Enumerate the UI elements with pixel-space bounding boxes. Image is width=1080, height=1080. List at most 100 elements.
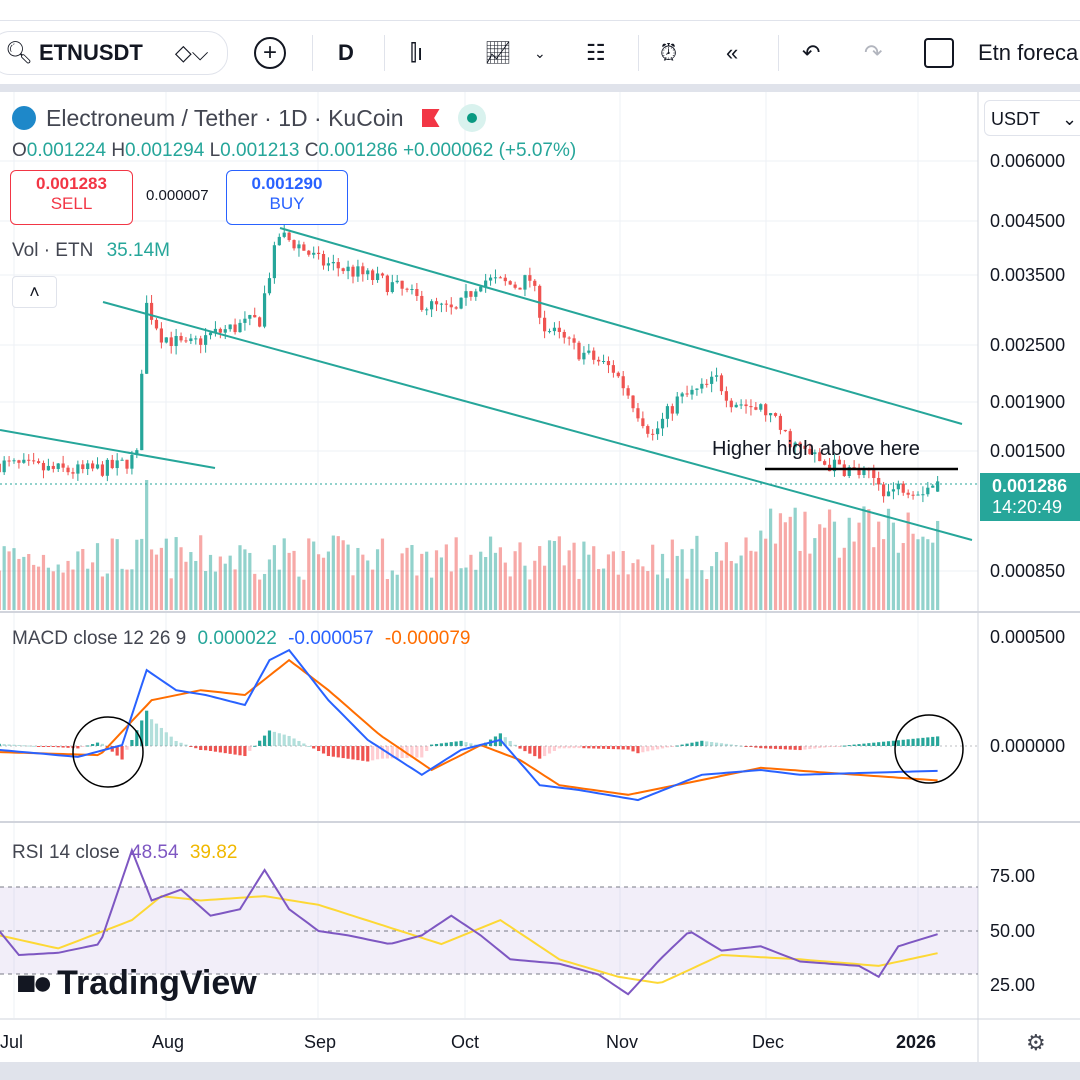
macd-histogram-bar <box>798 746 802 751</box>
candle-body <box>547 331 552 333</box>
macd-histogram-bar <box>213 746 218 752</box>
volume-bar <box>867 509 871 610</box>
replay-icon[interactable]: « <box>726 40 739 65</box>
macd-histogram-bar <box>803 746 807 750</box>
candle-body <box>818 452 822 462</box>
candle-body <box>518 287 522 290</box>
candle-body <box>891 489 896 492</box>
volume-bar <box>660 553 665 610</box>
candle-body <box>660 418 665 429</box>
candle-body <box>606 360 611 366</box>
volume-bar <box>832 521 837 610</box>
volume-bar <box>857 522 861 610</box>
open-label: O <box>12 140 27 161</box>
buy-button[interactable]: 0.001290 BUY <box>226 170 348 225</box>
macd-histogram-bar <box>425 746 429 752</box>
macd-histogram-bar <box>503 737 507 746</box>
symbol-search[interactable]: 🔍︎ ETNUSDT ◇⌵ <box>0 31 228 75</box>
candle-body <box>7 460 11 462</box>
macd-histogram-bar <box>896 740 900 746</box>
macd-histogram-bar <box>611 746 615 750</box>
macd-histogram-bar <box>842 745 846 747</box>
candle-body <box>100 464 105 476</box>
volume-bar <box>469 554 473 610</box>
macd-histogram-bar <box>164 732 168 746</box>
layouts-icon[interactable]: ☷ <box>586 40 606 65</box>
volume-bar <box>769 508 773 610</box>
volume-bar <box>616 574 620 610</box>
volume-bar <box>145 480 149 610</box>
time-axis-label: Dec <box>752 1032 785 1052</box>
volume-bar <box>680 549 684 610</box>
candle-body <box>282 232 286 237</box>
macd-histogram-bar <box>906 739 910 746</box>
macd-histogram-bar <box>346 746 350 759</box>
collapse-legend-button[interactable]: ˄ <box>12 276 57 308</box>
volume-bar <box>390 570 394 610</box>
candle-body <box>380 273 385 276</box>
candle-body <box>783 429 787 432</box>
candle-body <box>341 268 345 272</box>
macd-histogram-bar <box>552 746 557 751</box>
macd-histogram-bar <box>248 746 252 751</box>
candle-body <box>317 252 321 254</box>
candle-body <box>184 340 188 342</box>
volume-bar <box>110 538 114 610</box>
undo-icon[interactable]: ↶ <box>802 40 821 65</box>
candle-body <box>66 467 70 473</box>
macd-histogram-bar <box>194 746 198 749</box>
candle-body <box>621 376 625 389</box>
volume-bar <box>385 579 389 610</box>
volume-bar <box>552 540 557 610</box>
redo-icon[interactable]: ↷ <box>864 40 883 65</box>
time-axis-label: 2026 <box>896 1032 937 1052</box>
macd-histogram-bar <box>115 746 119 756</box>
alert-icon[interactable]: ⏰︎ <box>660 40 678 65</box>
volume-bar <box>543 565 547 610</box>
volume-bar <box>371 569 375 610</box>
macd-axis-label: 0.000000 <box>990 736 1066 756</box>
candle-body <box>213 328 218 333</box>
candle-body <box>194 338 198 340</box>
volume-bar <box>415 575 419 610</box>
buy-price: 0.001290 <box>251 174 323 193</box>
macd-histogram-bar <box>936 736 940 746</box>
macd-histogram-bar <box>454 741 458 746</box>
volume-bar <box>100 576 105 610</box>
macd-histogram-bar <box>292 738 296 746</box>
add-symbol-button[interactable]: + <box>254 37 286 69</box>
volume-bar <box>670 539 674 610</box>
macd-histogram-bar <box>86 745 90 747</box>
volume-bar <box>312 541 316 610</box>
macd-histogram-bar <box>238 746 242 756</box>
volume-bar <box>921 536 925 610</box>
macd-histogram-bar <box>17 744 21 746</box>
indicators-icon[interactable]: 📈︎ ⌄ <box>484 40 546 65</box>
sell-label: SELL <box>50 194 93 213</box>
layout-name[interactable]: Etn foreca <box>978 40 1079 65</box>
low-value: 0.001213 <box>220 140 300 161</box>
sell-button[interactable]: 0.001283 SELL <box>10 170 133 225</box>
macd-histogram-bar <box>562 746 566 749</box>
macd-histogram-bar <box>56 746 60 748</box>
candle-body <box>91 463 95 469</box>
candle-body <box>46 465 50 471</box>
macd-histogram-bar <box>46 746 50 747</box>
volume-bar <box>154 554 159 610</box>
candles-icon[interactable]: ⫿ı <box>410 40 424 65</box>
macd-line <box>0 648 938 802</box>
bar-countdown: 14:20:49 <box>992 497 1063 517</box>
settings-gear-icon[interactable]: ⚙︎ <box>1026 1030 1046 1055</box>
annotation-text[interactable]: Higher high above here <box>712 438 920 460</box>
volume-bar <box>891 522 896 610</box>
macd-histogram-bar <box>926 737 930 746</box>
currency-select[interactable]: USDT ⌄ <box>984 100 1080 136</box>
macd-histogram-bar <box>867 743 871 746</box>
volume-bar <box>356 547 360 610</box>
macd-histogram-bar <box>145 710 149 746</box>
interval-button[interactable]: D <box>338 37 354 69</box>
last-price-label: 0.001286 14:20:49 <box>980 473 1080 521</box>
layout-save-checkbox[interactable] <box>924 38 954 68</box>
candle-body <box>533 280 537 286</box>
